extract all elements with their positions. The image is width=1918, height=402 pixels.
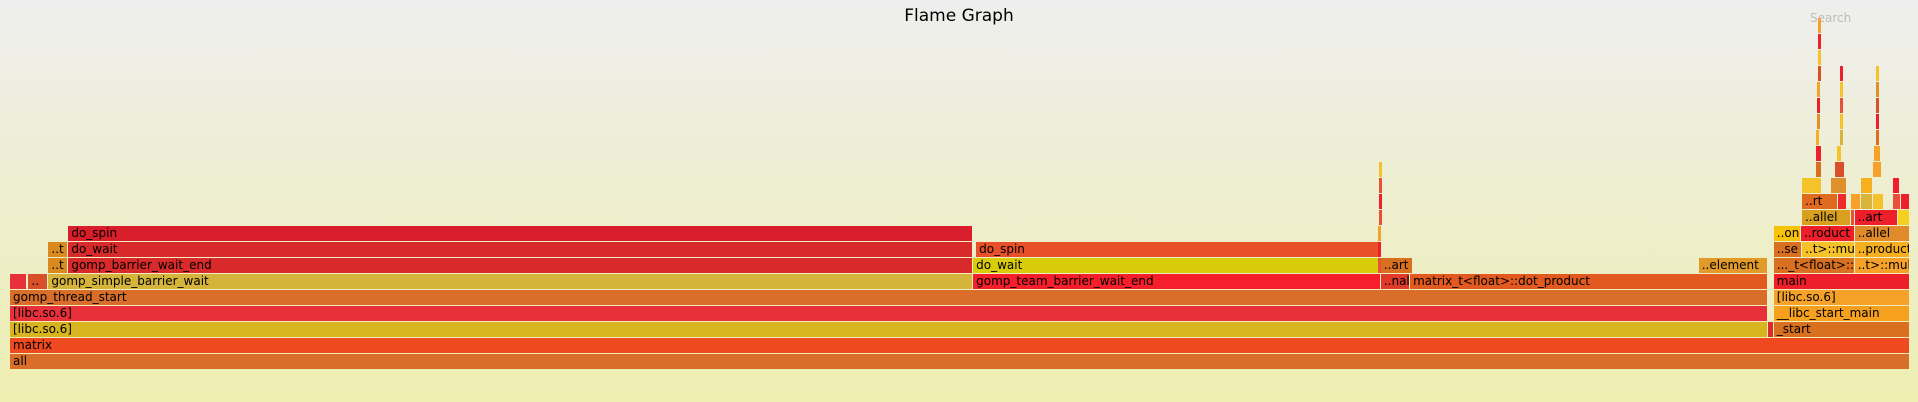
flame-frame[interactable] (1839, 98, 1843, 113)
flame-frame[interactable] (1815, 146, 1821, 161)
flame-frame[interactable]: ..t (48, 258, 68, 273)
flame-frame[interactable] (1897, 210, 1909, 225)
flame-frame[interactable] (1379, 162, 1383, 177)
flame-frame[interactable] (1850, 194, 1860, 209)
flame-frame[interactable] (1378, 226, 1382, 241)
flame-frame[interactable] (1831, 178, 1847, 193)
flame-frame[interactable]: [libc.so.6] (10, 306, 1768, 321)
flame-frame[interactable]: ..element (1698, 258, 1768, 273)
flame-frame[interactable] (1818, 34, 1822, 49)
flame-frame[interactable] (1816, 114, 1820, 129)
flame-frame[interactable] (1379, 178, 1383, 193)
flame-frame[interactable]: matrix_t<float>::dot_product (1410, 274, 1768, 289)
flame-frame[interactable] (1837, 146, 1842, 161)
flame-frame[interactable]: gomp_barrier_wait_end (68, 258, 973, 273)
flame-frame[interactable] (1815, 162, 1821, 177)
flame-frame[interactable] (1379, 210, 1383, 225)
flame-frame[interactable] (1816, 82, 1820, 97)
flame-frame[interactable] (1816, 98, 1820, 113)
flame-frame[interactable] (1875, 98, 1879, 113)
flame-frame[interactable]: ..t>::mul (1854, 258, 1909, 273)
flame-frame[interactable]: _start (1773, 322, 1909, 337)
flame-frame[interactable] (1815, 130, 1820, 145)
flame-frame[interactable] (1875, 114, 1879, 129)
page-title: Flame Graph (904, 6, 1014, 26)
flame-frame[interactable]: __libc_start_main (1773, 306, 1909, 321)
flame-frame[interactable]: ..on (1773, 226, 1800, 241)
flame-frame[interactable] (1892, 194, 1901, 209)
flame-frame[interactable]: do_spin (976, 242, 1380, 257)
flame-frame[interactable] (1901, 194, 1909, 209)
flame-frame[interactable] (1892, 178, 1900, 193)
flame-frame[interactable]: do_wait (68, 242, 973, 257)
flame-frame[interactable]: matrix (10, 338, 1909, 353)
flame-frame[interactable]: ..roduct (1800, 226, 1854, 241)
flame-frame[interactable]: gomp_simple_barrier_wait (48, 274, 973, 289)
flame-frame[interactable]: ..art (1854, 210, 1897, 225)
flame-frame[interactable]: all (10, 354, 1909, 369)
flame-frame[interactable]: .. (28, 274, 48, 289)
flame-frame[interactable] (1873, 162, 1881, 177)
flame-frame[interactable] (1379, 194, 1383, 209)
flame-frame[interactable]: main (1773, 274, 1909, 289)
flame-frame[interactable] (1874, 146, 1880, 161)
flame-frame[interactable]: ..nal (1380, 274, 1410, 289)
flame-frame[interactable] (1850, 210, 1854, 225)
flame-frame[interactable] (1875, 130, 1879, 145)
flame-frame[interactable] (1860, 194, 1873, 209)
flame-frame[interactable]: ..t (48, 242, 68, 257)
flame-frame[interactable] (1768, 322, 1773, 337)
flame-frame[interactable]: do_spin (68, 226, 973, 241)
flame-frame[interactable]: gomp_thread_start (10, 290, 1768, 305)
flame-frame[interactable] (1838, 194, 1847, 209)
flame-frame[interactable] (1839, 66, 1843, 81)
flame-frame[interactable] (1818, 18, 1822, 33)
flame-frame[interactable] (1802, 178, 1821, 193)
flame-frame[interactable] (1378, 258, 1382, 273)
flame-frame[interactable]: [libc.so.6] (10, 322, 1768, 337)
flame-frame[interactable] (1873, 194, 1884, 209)
flame-frame[interactable]: ..._t<float>::div (1773, 258, 1854, 273)
flame-frame[interactable] (1860, 178, 1873, 193)
flame-frame[interactable]: ..t>::mul (1802, 242, 1854, 257)
flame-frame[interactable]: ..product (1854, 242, 1909, 257)
flame-frame[interactable] (1839, 82, 1843, 97)
flame-frame[interactable] (1875, 82, 1879, 97)
flame-frame[interactable] (10, 274, 26, 289)
flame-frame[interactable]: ..allel (1802, 210, 1850, 225)
flame-frame[interactable] (1818, 50, 1822, 65)
flame-frame[interactable]: do_wait (973, 258, 1380, 273)
flame-frame[interactable]: gomp_team_barrier_wait_end (973, 274, 1380, 289)
flame-frame[interactable]: ..rt (1802, 194, 1838, 209)
flame-frame[interactable] (1839, 114, 1843, 129)
flame-frame[interactable] (1839, 130, 1843, 145)
flame-frame[interactable] (1875, 66, 1879, 81)
flame-frame[interactable]: ..art (1380, 258, 1413, 273)
flame-frame[interactable]: ..allel (1854, 226, 1909, 241)
flame-frame[interactable] (1378, 242, 1382, 257)
flame-frame[interactable] (1835, 162, 1844, 177)
flame-frame[interactable]: [libc.so.6] (1773, 290, 1909, 305)
flame-frame[interactable] (1818, 66, 1822, 81)
flame-frame[interactable]: ..se (1773, 242, 1802, 257)
